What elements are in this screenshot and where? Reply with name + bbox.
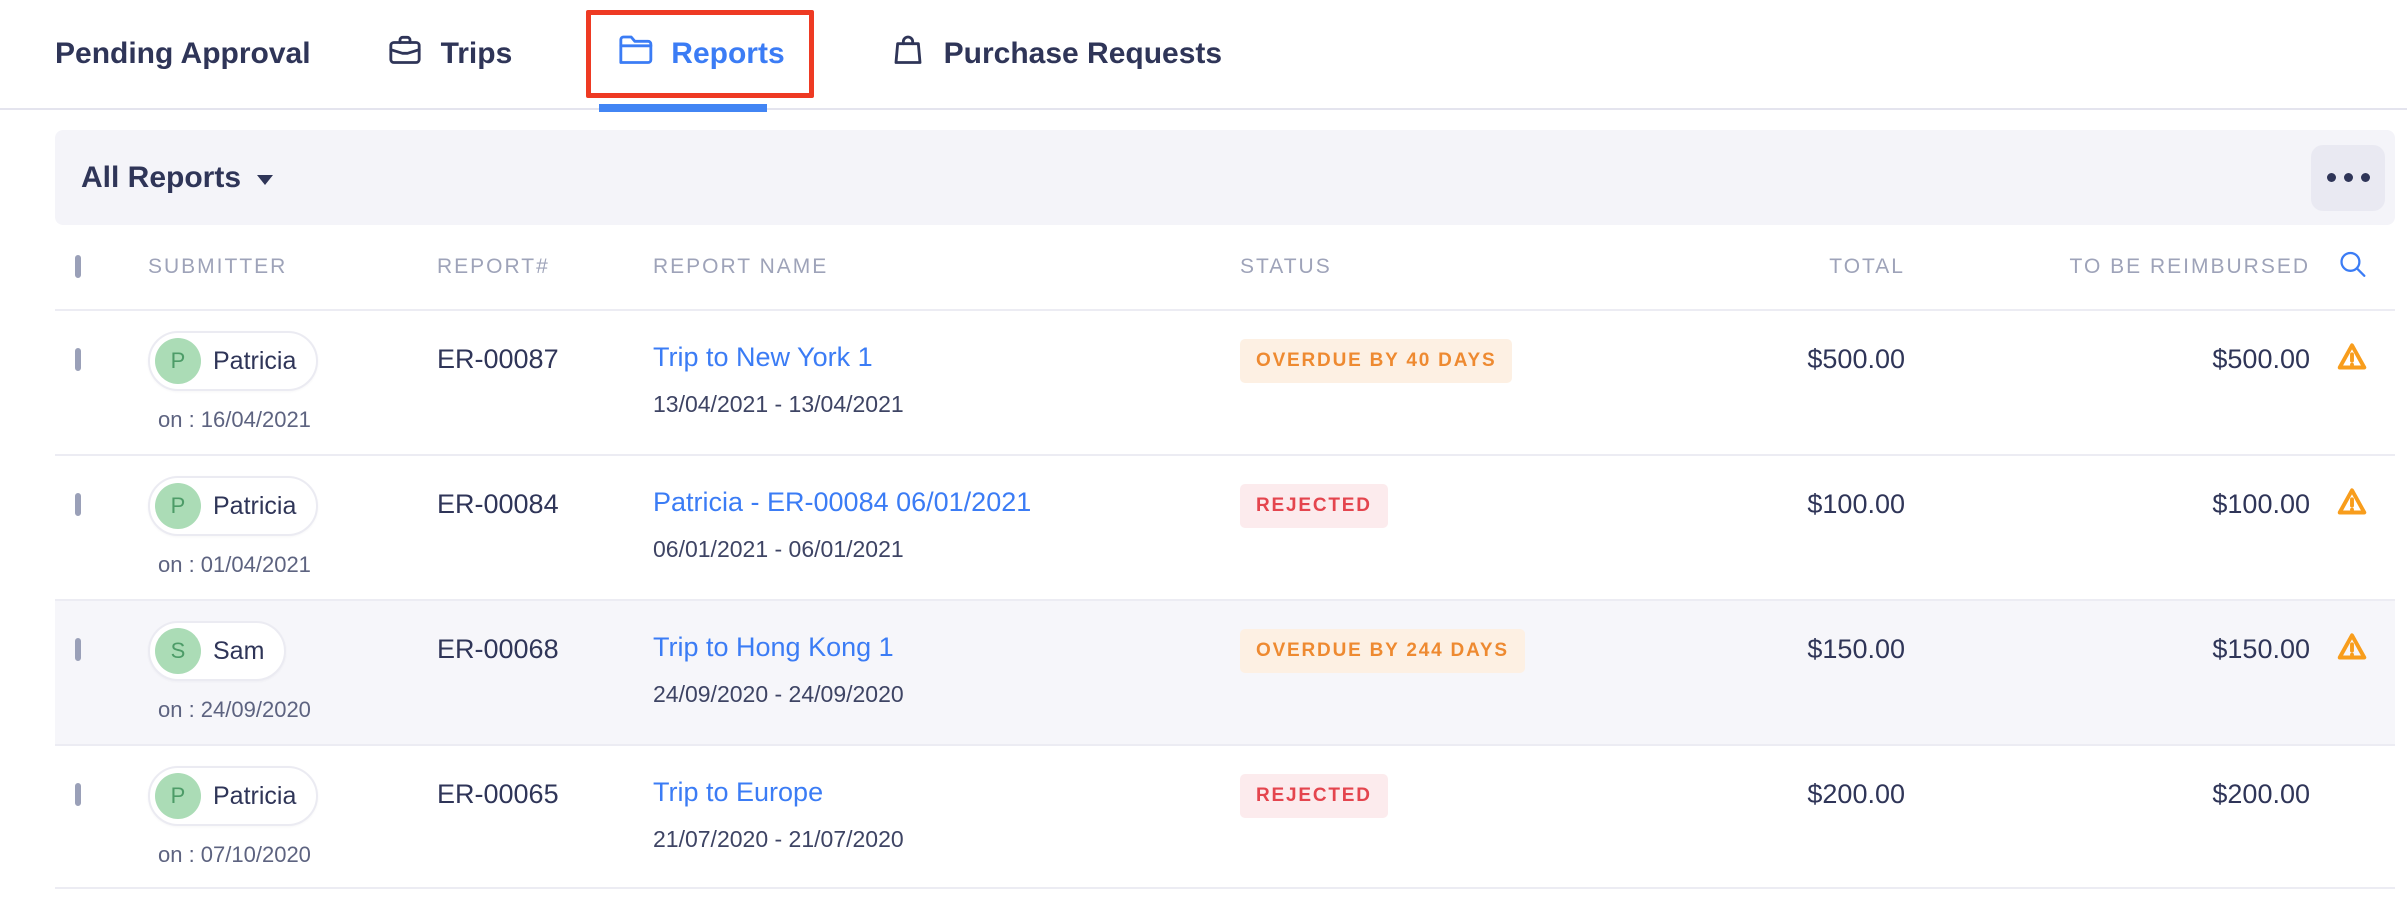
report-number: ER-00087 [437,344,559,374]
submitter-chip: P Patricia [148,476,319,536]
chevron-down-icon [257,175,274,185]
row-checkbox[interactable] [75,783,81,806]
warning-icon[interactable] [2334,484,2370,525]
submitted-on-date: on : 16/04/2021 [158,407,311,432]
tab-purchase-requests[interactable]: Purchase Requests [888,30,1222,78]
avatar: S [155,628,201,674]
table-row[interactable]: P Patricia on : 16/04/2021 ER-00087 Trip… [55,309,2395,454]
submitter-name: Patricia [213,491,297,520]
shopping-bag-icon [888,30,928,78]
submitter-chip: S Sam [148,621,287,681]
avatar: P [155,773,201,819]
total-amount: $150.00 [1807,634,1905,664]
more-options-icon [2343,173,2353,182]
tab-reports[interactable]: Reports [586,10,814,112]
tab-pending-approval[interactable]: Pending Approval [55,37,311,71]
reimbursed-amount: $200.00 [2212,779,2310,809]
report-filter-label: All Reports [81,160,242,194]
folder-icon [615,30,655,78]
report-name-link[interactable]: Trip to New York 1 [653,342,873,372]
row-checkbox[interactable] [75,638,81,661]
submitted-on-date: on : 01/04/2021 [158,552,311,577]
header-report-name: REPORT NAME [653,255,829,278]
reports-table: SUBMITTER REPORT# REPORT NAME STATUS TOT… [55,225,2395,889]
table-row[interactable]: P Patricia on : 07/10/2020 ER-00065 Trip… [55,744,2395,889]
report-date-range: 21/07/2020 - 21/07/2020 [653,826,904,852]
header-report-number: REPORT# [437,255,550,278]
avatar: P [155,338,201,384]
header-submitter: SUBMITTER [148,255,288,278]
submitted-on-date: on : 24/09/2020 [158,697,311,722]
reports-toolbar: All Reports [55,130,2395,225]
status-badge: REJECTED [1240,774,1388,818]
more-options-icon [2326,173,2336,182]
table-header-row: SUBMITTER REPORT# REPORT NAME STATUS TOT… [55,225,2395,309]
more-options-icon [2360,173,2370,182]
table-row[interactable]: P Patricia on : 01/04/2021 ER-00084 Patr… [55,454,2395,599]
total-amount: $200.00 [1807,779,1905,809]
briefcase-icon [385,30,425,78]
more-options-button[interactable] [2311,144,2385,211]
report-filter-dropdown[interactable]: All Reports [81,160,274,195]
reimbursed-amount: $100.00 [2212,489,2310,519]
header-to-be-reimbursed: TO BE REIMBURSED [2069,255,2310,278]
tab-reports-label: Reports [671,37,785,70]
submitter-chip: P Patricia [148,766,319,826]
header-total: TOTAL [1829,255,1905,278]
report-number: ER-00068 [437,634,559,664]
select-all-checkbox[interactable] [75,255,81,278]
warning-icon[interactable] [2334,339,2370,380]
report-number: ER-00084 [437,489,559,519]
reimbursed-amount: $150.00 [2212,634,2310,664]
report-name-link[interactable]: Patricia - ER-00084 06/01/2021 [653,487,1032,517]
header-status: STATUS [1240,255,1332,278]
tab-pending-approval-label: Pending Approval [55,37,311,70]
tab-bar: Pending Approval Trips Reports Purchase … [0,0,2407,112]
report-date-range: 06/01/2021 - 06/01/2021 [653,536,904,562]
tab-trips-label: Trips [440,37,513,70]
avatar: P [155,483,201,529]
total-amount: $500.00 [1807,344,1905,374]
report-date-range: 24/09/2020 - 24/09/2020 [653,681,904,707]
active-tab-underline [599,104,768,112]
tab-purchase-requests-label: Purchase Requests [943,37,1223,70]
submitter-name: Sam [213,636,265,665]
status-badge: REJECTED [1240,484,1388,528]
report-name-link[interactable]: Trip to Hong Kong 1 [653,632,894,662]
submitter-chip: P Patricia [148,331,319,391]
reimbursed-amount: $500.00 [2212,344,2310,374]
report-number: ER-00065 [437,779,559,809]
tab-trips[interactable]: Trips [385,30,513,78]
table-row[interactable]: S Sam on : 24/09/2020 ER-00068 Trip to H… [55,599,2395,744]
submitter-name: Patricia [213,346,297,375]
submitter-name: Patricia [213,781,297,810]
submitted-on-date: on : 07/10/2020 [158,842,311,867]
status-badge: OVERDUE BY 244 DAYS [1240,629,1525,673]
report-name-link[interactable]: Trip to Europe [653,777,824,807]
report-date-range: 13/04/2021 - 13/04/2021 [653,391,904,417]
search-icon[interactable] [2336,248,2370,287]
total-amount: $100.00 [1807,489,1905,519]
row-checkbox[interactable] [75,348,81,371]
status-badge: OVERDUE BY 40 DAYS [1240,339,1513,383]
warning-icon[interactable] [2334,629,2370,670]
row-checkbox[interactable] [75,493,81,516]
